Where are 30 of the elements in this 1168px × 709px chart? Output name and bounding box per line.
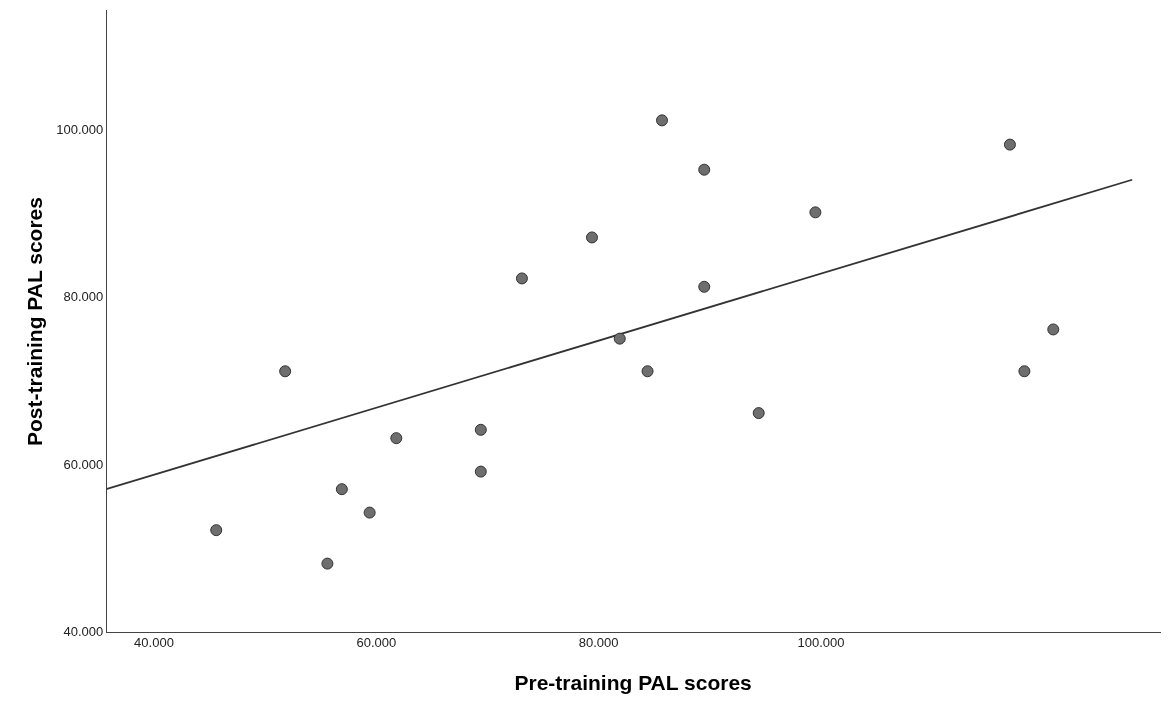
point: [656, 114, 668, 127]
x-tick-label: 100.000: [797, 634, 845, 650]
point: [474, 423, 487, 436]
x-tick-label: 40.000: [134, 634, 174, 650]
y-tick-label: 100.000: [56, 121, 104, 137]
point: [698, 280, 711, 293]
point: [363, 506, 376, 519]
y-tick-label: 80.000: [63, 289, 104, 305]
x-axis-title: Pre-training PAL scores: [514, 671, 752, 695]
y-tick-label: 40.000: [63, 623, 104, 639]
y-tick-label: 60.000: [63, 456, 104, 472]
point: [1018, 365, 1031, 378]
point: [515, 272, 528, 285]
point: [1047, 323, 1060, 336]
x-tick-label: 60.000: [356, 634, 397, 650]
point: [335, 483, 348, 496]
point: [613, 332, 626, 345]
point: [279, 365, 292, 378]
point: [585, 231, 598, 244]
point: [641, 365, 654, 378]
point: [321, 557, 334, 570]
point: [210, 524, 223, 537]
point: [1003, 138, 1016, 151]
point: [474, 465, 487, 478]
y-axis-title: Post-training PAL scores: [23, 197, 47, 446]
point: [390, 432, 403, 445]
point: [809, 206, 822, 219]
point: [698, 163, 711, 176]
point: [752, 407, 765, 420]
x-tick-label: 80.000: [578, 634, 619, 650]
